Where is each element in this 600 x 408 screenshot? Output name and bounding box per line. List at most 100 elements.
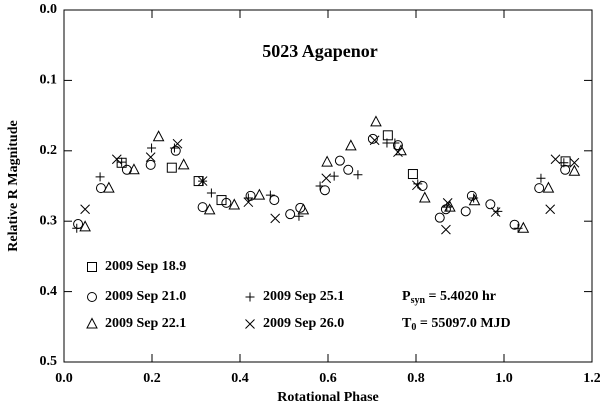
point	[509, 219, 520, 230]
x-tick-label: 1.2	[583, 371, 600, 386]
point	[407, 169, 418, 180]
legend-label: 2009 Sep 25.1	[263, 289, 344, 304]
point	[568, 164, 581, 176]
point	[170, 145, 181, 156]
point	[545, 204, 556, 215]
point	[265, 190, 275, 200]
legend-label: 2009 Sep 18.9	[105, 259, 186, 274]
point	[382, 130, 393, 141]
point	[418, 191, 431, 203]
point	[321, 173, 332, 184]
point	[444, 200, 456, 212]
point	[353, 170, 363, 180]
annotation-symbol: T	[402, 316, 412, 331]
point	[315, 181, 325, 191]
y-tick-label: 0.2	[40, 143, 58, 158]
point	[73, 219, 84, 230]
point	[469, 193, 479, 203]
point	[285, 209, 296, 220]
point	[536, 173, 546, 183]
legend-label: 2009 Sep 22.1	[105, 316, 186, 331]
point	[243, 197, 254, 208]
point	[72, 223, 82, 233]
point	[228, 198, 241, 210]
legend-marker	[245, 292, 255, 302]
point	[169, 143, 179, 153]
chart-title: 5023 Agapenor	[262, 41, 378, 61]
x-tick-label: 0.0	[55, 371, 73, 386]
point	[392, 140, 403, 151]
point	[197, 202, 208, 213]
annotation-subscript: syn	[411, 295, 426, 306]
point	[206, 188, 216, 198]
annotation-text: = 5.4020 hr	[425, 289, 496, 304]
legend-marker	[86, 317, 98, 329]
point	[221, 197, 232, 208]
y-tick-label: 0.1	[40, 73, 58, 88]
annotation: T0 = 55097.0 MJD	[402, 316, 511, 333]
point	[485, 199, 496, 210]
point	[321, 155, 333, 167]
point	[80, 204, 90, 215]
legend-marker	[87, 262, 97, 272]
legend-label: 2009 Sep 21.0	[105, 289, 186, 304]
point	[460, 206, 471, 217]
point	[111, 154, 122, 165]
plot-frame	[63, 9, 593, 363]
x-tick-label: 0.6	[319, 371, 337, 386]
point	[560, 156, 571, 167]
y-tick-label: 0.4	[40, 284, 58, 299]
point	[172, 138, 183, 149]
point	[569, 157, 580, 168]
point	[517, 221, 530, 233]
point	[550, 154, 561, 165]
point	[166, 162, 177, 173]
point	[269, 195, 280, 206]
point	[329, 171, 339, 181]
point	[245, 190, 256, 201]
x-tick-label: 1.0	[495, 371, 513, 386]
point	[490, 207, 501, 217]
point	[95, 172, 105, 182]
point	[121, 164, 132, 175]
point	[147, 143, 157, 153]
point	[297, 203, 310, 215]
point	[393, 147, 403, 158]
point	[334, 155, 345, 166]
point	[560, 164, 571, 175]
point	[382, 138, 392, 148]
point	[370, 115, 382, 127]
annotation: Psyn = 5.4020 hr	[402, 289, 496, 306]
point	[294, 211, 304, 221]
x-tick-label: 0.4	[231, 371, 249, 386]
point	[253, 188, 266, 200]
point	[534, 183, 545, 194]
annotation-subscript: 0	[411, 322, 416, 333]
y-axis-label: Relative R Magnitude	[6, 120, 21, 251]
annotation-symbol: P	[402, 289, 411, 304]
point	[345, 139, 357, 151]
y-tick-label: 0.3	[40, 213, 58, 228]
y-tick-label: 0.5	[40, 354, 58, 369]
point	[197, 176, 208, 186]
point	[319, 185, 330, 196]
point	[203, 203, 216, 215]
point	[441, 224, 451, 235]
point	[270, 213, 281, 224]
point	[367, 133, 378, 144]
x-tick-label: 0.2	[143, 371, 161, 386]
point	[412, 180, 422, 191]
point	[343, 164, 354, 175]
legend-marker	[87, 292, 97, 302]
point	[243, 193, 253, 203]
point	[79, 220, 91, 232]
point	[434, 212, 445, 223]
point	[513, 223, 523, 233]
x-tick-label: 0.8	[407, 371, 425, 386]
point	[103, 181, 115, 193]
point	[145, 159, 156, 170]
point	[390, 138, 400, 148]
point	[152, 130, 165, 142]
